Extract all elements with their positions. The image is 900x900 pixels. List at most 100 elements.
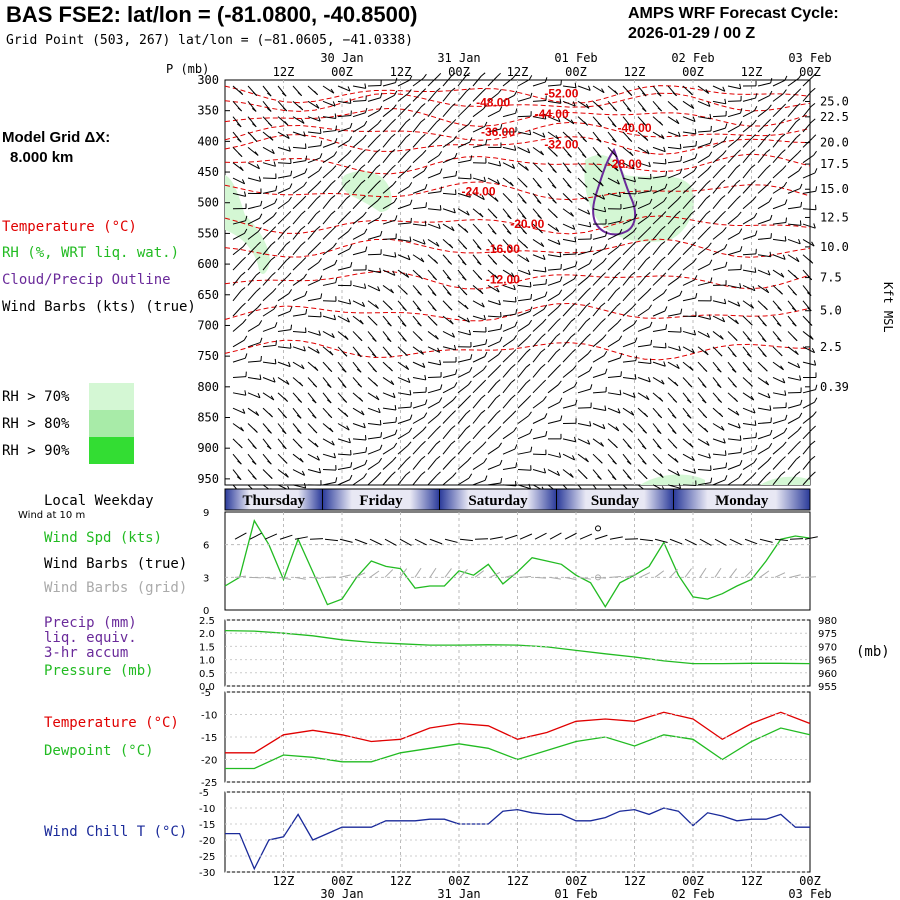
wind-barb-flag [470,354,473,360]
top-hour-label: 00Z [448,65,470,79]
wind-barb-flag [393,197,398,203]
wind-barb [697,477,713,486]
wind-barb-flag [769,214,773,220]
wind-barb-flag [544,413,548,419]
wind-barb-flag [739,435,742,441]
wind-barb [337,392,348,403]
wind-barb [367,444,383,455]
wind-barb-shaft [322,481,336,486]
wind-barb [607,318,622,332]
wind-barb-shaft [412,254,425,263]
wind-barb [262,241,276,256]
wind-barb [262,256,276,271]
wind-barb [247,101,257,112]
wind-barb-flag [315,103,320,109]
wind-barb-shaft [547,307,559,317]
wind-barb-shaft [667,277,679,286]
wind-barb-flag [256,287,261,292]
precip-ytick: 2.0 [199,629,215,640]
wind-barb-flag [483,176,486,182]
rh-area-3 [584,155,694,242]
surface-barb-true [669,538,683,545]
wind-barb [637,161,651,168]
wind-barb-flag [572,365,577,370]
wind-barb-shaft [397,121,407,133]
isotherm-3 [224,107,811,127]
wind-barb-shaft [442,223,455,232]
wind-barb-flag [572,101,576,107]
wind-barb-shaft [547,238,561,245]
wind-barb [292,131,306,137]
wind-barb [532,162,543,173]
height-tick-label: 12.5 [820,210,849,224]
wind-barb [367,267,382,274]
wind-barb [592,272,606,286]
wind-barb-shaft [682,484,697,486]
wind-barb-flag [390,288,394,294]
surface-barb-true [489,536,503,540]
wind-barb-shaft [322,155,335,164]
wind-barb-flag [241,256,246,262]
wind-barb [577,221,592,228]
wind-barb-shaft [427,474,438,486]
wind-barb-flag [751,134,756,139]
wind-barb [727,283,742,289]
wind-barb [427,471,441,486]
wind-barb-flag [708,453,711,459]
wind-barb-flag [672,92,677,97]
wind-barb [322,195,336,210]
wind-barb [772,315,782,327]
wind-barb-shaft [247,259,257,271]
wind-barb [667,327,682,333]
wind-barb-flag [402,337,407,342]
wind-barb-flag [695,292,698,299]
top-hour-label: 12Z [390,65,412,79]
wind-barb-flag [582,138,587,143]
wind-barb [442,357,457,363]
wind-barb [667,143,682,150]
wind-barb [517,281,532,288]
wind-barb [427,238,440,247]
wind-barb [382,197,398,210]
wind-barb-flag [288,196,292,202]
wind-barb-shaft [562,321,572,332]
wind-barb-shaft [532,417,545,424]
wind-barb-flag [620,216,623,222]
legend-wind-barbs-true: Wind Barbs (true) [44,556,187,572]
isotherm-label: -20.00 [510,217,544,231]
wind-barb-flag [552,199,557,204]
wind-barb-flag [706,440,710,446]
wind-barb-shaft [247,231,259,240]
wind-barb-flag [359,397,364,402]
wind-barb-shaft [577,453,589,463]
wind-barb [427,118,441,133]
wind-barb-flag [283,397,289,402]
wind-barb-flag [650,339,653,346]
wind-barb-flag [582,169,587,174]
wind-barb-flag [792,322,797,327]
wind-barb [547,147,558,157]
wind-barb-shaft [442,386,455,394]
pressure-tick-label: 550 [197,226,219,240]
wind-barb-flag [394,252,397,258]
wind-barb-flag [692,257,697,263]
wind-barb [322,314,336,321]
wind-barb-flag [635,201,638,207]
wind-barb-shaft [742,392,755,401]
wind-barb-shaft [622,290,632,302]
wind-barb-flag [240,426,244,432]
wind-barb [577,302,591,317]
wind-barb-shaft [292,277,304,286]
wind-barb [682,346,695,354]
wind-barb [382,417,397,424]
wind-barb-flag [778,352,783,357]
wind-barb [367,119,382,133]
wind-barb-shaft [457,208,470,216]
wind-barb-flag [394,90,398,96]
surface-barb-true [594,534,608,540]
wind-barb-shaft [397,431,410,440]
wind-barb-flag [795,455,801,460]
wind-barb-flag [485,339,488,345]
wind-barb-shaft [262,146,275,155]
